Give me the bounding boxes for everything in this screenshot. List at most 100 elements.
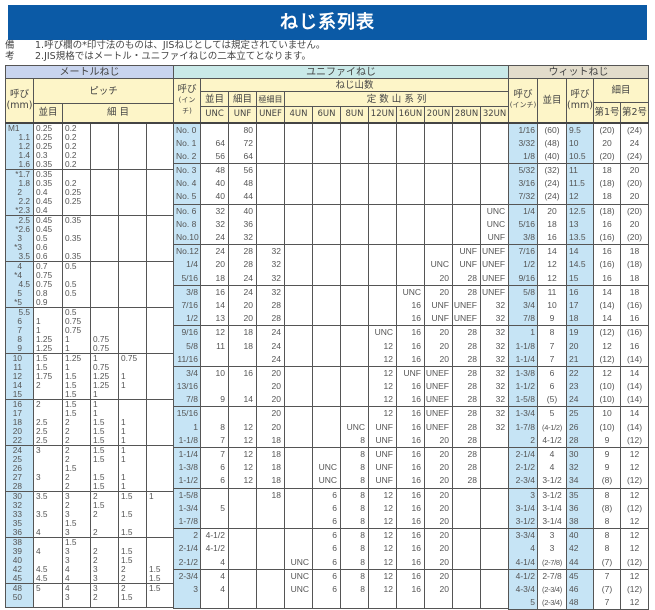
value: (18) <box>599 178 615 189</box>
metric-value-cell <box>145 260 175 308</box>
value: (20) <box>599 150 615 161</box>
value <box>286 246 312 259</box>
value: 13 <box>569 218 579 229</box>
unified-value-cell <box>424 163 453 205</box>
unified-value-cell <box>284 406 313 448</box>
unified-value-cell <box>340 365 369 408</box>
metric-value-cell: 2 2 1.5 2 2 <box>62 444 91 492</box>
unified-value-cell: 6 6 6 <box>312 528 341 570</box>
value: 12 <box>569 191 579 202</box>
whitworth-value-cell: (18) 16 (16) <box>593 203 621 246</box>
value <box>482 542 508 555</box>
value: 32 <box>495 353 506 364</box>
value: 7 <box>220 449 225 459</box>
value: 20 <box>439 543 449 554</box>
value: 20 <box>439 489 449 500</box>
value <box>426 205 452 218</box>
unified-value-cell: UNC <box>284 528 313 570</box>
unified-value-cell: 12 12 <box>368 568 397 610</box>
value <box>426 246 452 259</box>
value: 16 <box>411 299 421 310</box>
value: 20 <box>439 340 449 351</box>
whitworth-value-cell: 30 32 34 <box>566 447 594 489</box>
value <box>120 326 146 335</box>
value: 28 <box>467 353 477 364</box>
unified-value-cell: UNC UNC <box>284 568 313 610</box>
unified-nominal-cell: 1-1/4 1-3/8 1-1/2 <box>173 447 201 489</box>
unified-value-cell <box>312 284 341 327</box>
nominal-size: 2-3/4 <box>178 570 198 581</box>
value: 16 <box>411 515 421 526</box>
value: UNC <box>486 218 506 229</box>
value <box>148 501 173 510</box>
value: 32 <box>495 421 506 432</box>
value <box>342 258 368 271</box>
unified-value-cell: 8 8 8 <box>340 447 369 489</box>
value: 22 <box>569 367 579 378</box>
unified-nominal-cell: 15/16 1 1-1/8 <box>173 406 201 448</box>
value: 34 <box>569 475 579 486</box>
value: 12 <box>629 515 640 526</box>
nominal-size: 50 <box>12 591 22 602</box>
value: 6 <box>332 502 337 513</box>
value: 3-1/2 <box>542 475 562 486</box>
value: 6 <box>332 489 337 500</box>
value: 6 <box>549 381 555 392</box>
value <box>148 206 173 215</box>
value: 12 <box>547 272 557 283</box>
metric-value-cell: 0.5 0.75 0.75 1 1 <box>62 306 91 354</box>
value: 20 <box>439 327 449 338</box>
nominal-size: 1-1/8 <box>515 340 535 351</box>
metric-row-group: 5.5 6 7 8 9 1 1 1.25 1.25 0.5 0.75 0.75 1 1 0.75 0.75 <box>5 306 175 354</box>
value: 0.2 <box>65 140 77 151</box>
unified-value-cell: 20 20 <box>424 568 453 610</box>
value: 6 <box>332 570 337 581</box>
value <box>92 170 118 179</box>
unified-value-cell: 20 20 20 <box>256 365 285 408</box>
nominal-size: 3/32 <box>518 137 535 148</box>
unified-value-cell <box>256 203 285 246</box>
value <box>426 177 452 190</box>
unified-value-cell <box>340 244 369 286</box>
value <box>230 380 256 393</box>
value: 4 <box>65 583 70 593</box>
value <box>342 165 368 178</box>
value <box>258 530 284 543</box>
value: 30 <box>569 449 579 459</box>
value <box>286 530 312 543</box>
value: 17 <box>569 299 579 310</box>
value <box>92 160 118 169</box>
value <box>92 225 118 234</box>
value <box>314 340 340 353</box>
value <box>230 556 256 569</box>
value <box>202 408 228 421</box>
value <box>120 179 146 188</box>
value: 9 <box>549 313 555 324</box>
value: 4.5 <box>36 572 48 583</box>
value <box>482 570 508 583</box>
unified-value-cell <box>452 568 481 610</box>
value: 3 <box>93 572 98 583</box>
value: 5 <box>220 502 225 513</box>
nominal-size: 14 <box>12 379 22 390</box>
value <box>342 299 368 312</box>
page-title: ねじ系列表 <box>8 5 647 40</box>
value: (60) <box>544 124 560 135</box>
unified-value-cell: 28 UNEF UNEF <box>452 284 481 327</box>
metric-value-cell <box>145 306 175 354</box>
value <box>314 327 340 340</box>
metric-body: M1 1.1 1.2 1.4 1.6 0.25 0.25 0.25 0.3 0.35 0.2 0.2 0… <box>5 121 175 608</box>
nominal-size: No. 5 <box>176 191 197 202</box>
value <box>342 272 368 285</box>
value <box>230 502 256 515</box>
whitworth-value-cell: 7 (7) 7 <box>593 568 621 610</box>
value <box>92 234 118 243</box>
nominal-size: No. 8 <box>176 218 197 229</box>
value: 1 <box>121 370 126 381</box>
value: 1 <box>65 361 70 372</box>
unified-value-cell <box>312 244 341 286</box>
value: 18 <box>629 286 640 297</box>
value: 6 <box>220 462 225 473</box>
unified-value-cell <box>312 203 341 246</box>
